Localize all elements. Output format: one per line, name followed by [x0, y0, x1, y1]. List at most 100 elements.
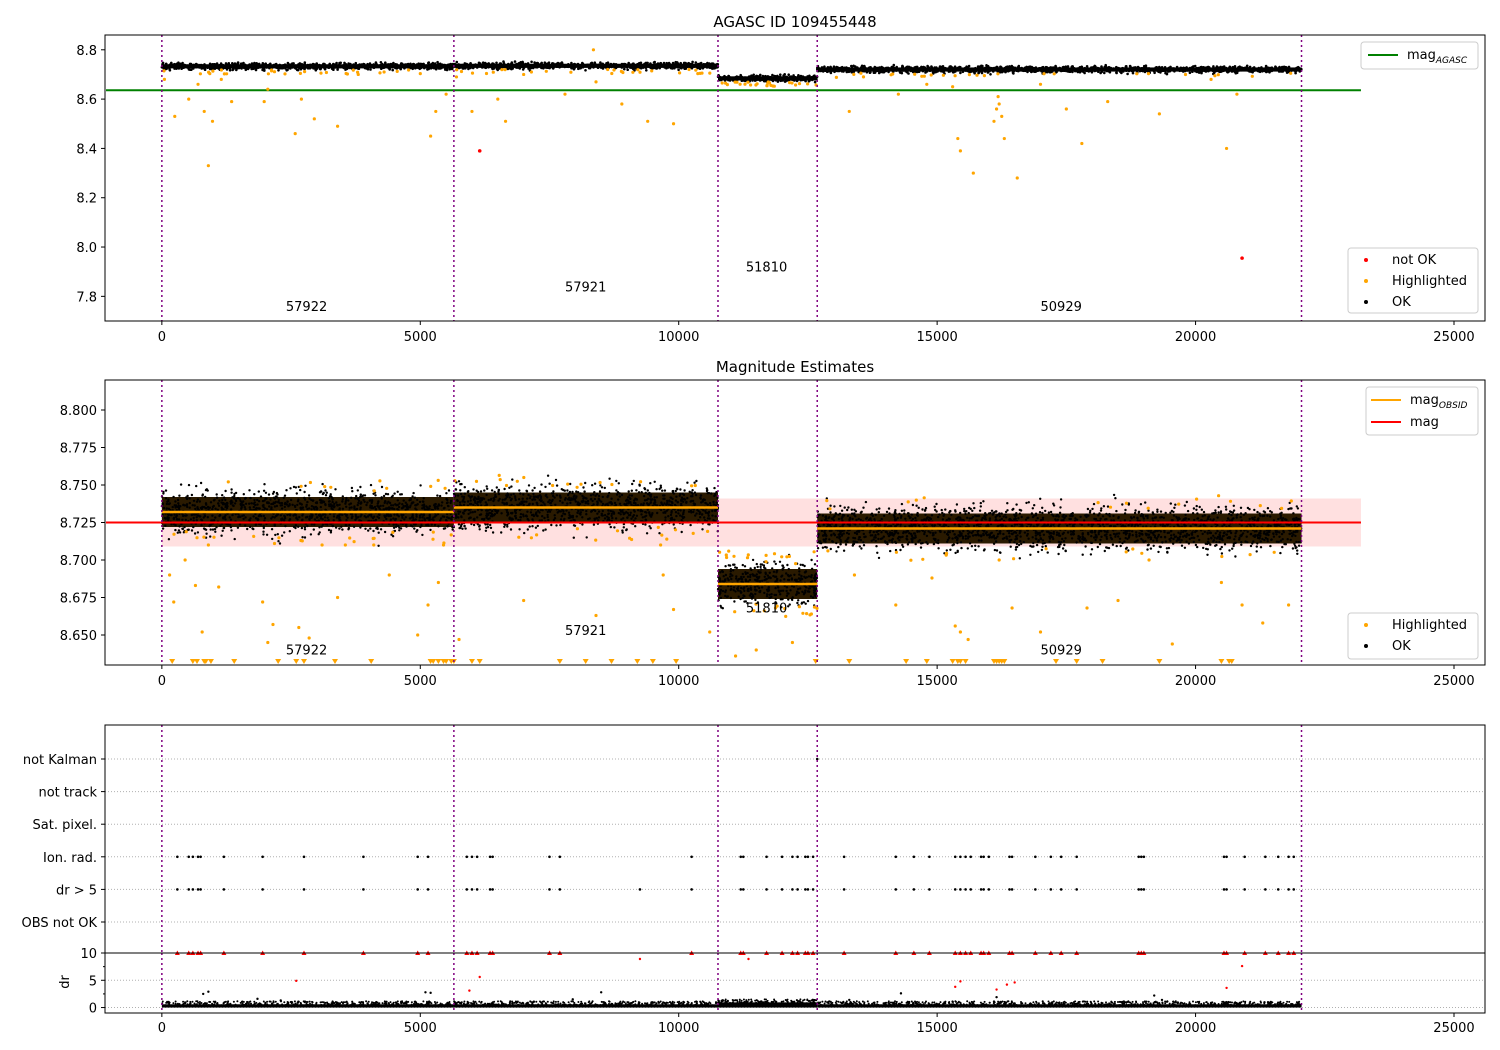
panel1-ok-point: [660, 65, 664, 68]
panel1-legend-not-ok: not OK: [1392, 253, 1437, 268]
panel1-ok-point: [292, 62, 295, 65]
panel1-highlighted-point: [303, 70, 307, 74]
panel2-ok-point: [377, 544, 380, 547]
panel2-ok-point: [270, 528, 274, 531]
panel1-ok-point: [530, 60, 533, 64]
panel1-ok-point: [1248, 66, 1251, 70]
panel1-ok-point: [761, 74, 765, 78]
panel1-ok-point: [328, 64, 331, 68]
panel1-ok-point: [361, 65, 365, 69]
panel1-ok-point: [844, 68, 847, 72]
panel2-ok-point: [402, 499, 405, 502]
panel1-ok-point: [427, 61, 430, 65]
panel1-ok-point: [1270, 66, 1274, 69]
panel1-ok-point: [391, 65, 395, 69]
panel1-ok-point: [389, 62, 393, 66]
panel2-ok-point: [345, 514, 348, 517]
panel1-ok-point: [384, 63, 387, 66]
panel1-highlighted-point: [953, 74, 957, 78]
panel2-ok-point: [231, 501, 234, 504]
panel1-ok-point: [500, 65, 504, 68]
panel2-ok-point: [443, 515, 446, 518]
panel1-highlighted-point: [1183, 72, 1188, 77]
panel1-ok-point: [559, 63, 562, 67]
panel2-ok-point: [294, 524, 298, 527]
panel2-ok-point: [275, 504, 279, 508]
panel2-ok-point: [686, 496, 689, 500]
panel1-ok-point: [666, 62, 670, 66]
panel2-ok-point: [300, 526, 304, 530]
panel1-highlighted-point: [1250, 74, 1254, 78]
panel1-ok-point: [1063, 67, 1066, 71]
panel1-ok-point: [315, 67, 319, 71]
panel2-ok-point: [233, 492, 236, 496]
panel1-ok-point: [1215, 67, 1218, 70]
panel1-ok-point: [862, 65, 865, 68]
panel2-ok-point: [162, 490, 165, 494]
panel1-highlighted-point: [1157, 112, 1161, 116]
panel2-xtick-label: 5000: [404, 674, 437, 689]
panel2-ok-point: [314, 501, 318, 504]
panel2-ok-point: [432, 519, 435, 522]
panel1-ok-point: [328, 62, 332, 66]
panel2-ok-point: [252, 515, 255, 518]
panel1-ok-point: [248, 63, 251, 66]
panel1-ok-point: [1017, 69, 1020, 73]
panel2-ok-point: [338, 527, 341, 530]
panel1-ok-point: [352, 63, 355, 66]
panel1-ok-point: [242, 66, 246, 70]
panel2-ok-point: [199, 515, 202, 518]
panel2-ok-point: [318, 514, 321, 517]
panel2-ok-point: [254, 523, 257, 526]
panel1-ok-point: [679, 61, 682, 65]
panel1-ok-point: [1222, 66, 1225, 69]
panel1-ok-point: [432, 65, 435, 69]
panel2-ok-point: [252, 502, 255, 505]
panel1-ok-point: [774, 79, 778, 82]
panel1-ok-point: [747, 76, 751, 79]
panel1-ok-point: [727, 74, 730, 78]
panel1-ok-point: [751, 79, 754, 82]
panel1-ok-point: [984, 68, 988, 72]
panel2-ok-point: [341, 507, 345, 510]
panel1-ok-point: [1080, 69, 1083, 73]
panel1-ok-point: [1221, 68, 1224, 72]
panel1-ok-point: [1105, 69, 1108, 73]
panel1-highlighted-point: [230, 99, 234, 104]
panel1-highlighted-point: [1235, 92, 1239, 96]
panel2-ok-point: [656, 511, 659, 515]
panel1-ok-point: [463, 64, 467, 67]
panel2-ok-point: [305, 503, 308, 507]
panel1-ok-point: [967, 64, 971, 68]
panel2-ok-point: [195, 484, 198, 488]
panel1-ok-point: [783, 80, 787, 83]
panel2-ok-point: [289, 498, 293, 502]
panel1-ok-point: [468, 66, 471, 69]
panel1-highlighted-point: [470, 71, 475, 75]
panel2-ok-point: [384, 507, 388, 510]
panel1-ok-point: [1124, 68, 1128, 71]
panel1-ok-point: [1101, 68, 1104, 71]
panel1-highlighted-point: [335, 124, 340, 128]
panel2-ok-point: [324, 494, 328, 497]
panel2-ok-point: [331, 500, 334, 504]
panel2-ok-point: [219, 524, 222, 527]
panel2-ok-point: [379, 528, 383, 531]
panel1-ok-point: [1202, 66, 1206, 69]
panel1-ok-point: [396, 64, 399, 68]
panel1-ok-point: [255, 64, 259, 68]
panel2-ok-point: [514, 498, 517, 502]
panel2-ok-point: [213, 528, 217, 531]
panel1-ok-point: [1077, 70, 1081, 73]
panel2-ok-point: [412, 491, 415, 495]
panel1-ok-point: [639, 66, 643, 70]
panel1-ok-point: [970, 69, 973, 72]
panel1-ok-point: [795, 77, 798, 81]
panel1-ok-point: [819, 69, 823, 72]
panel2-ok-point: [584, 481, 587, 485]
panel1-ok-point: [344, 63, 348, 66]
panel1-highlighted-point: [797, 82, 802, 86]
panel1-ok-point: [627, 64, 631, 67]
panel2-ok-point: [426, 523, 429, 527]
panel2-ok-point: [327, 519, 330, 522]
